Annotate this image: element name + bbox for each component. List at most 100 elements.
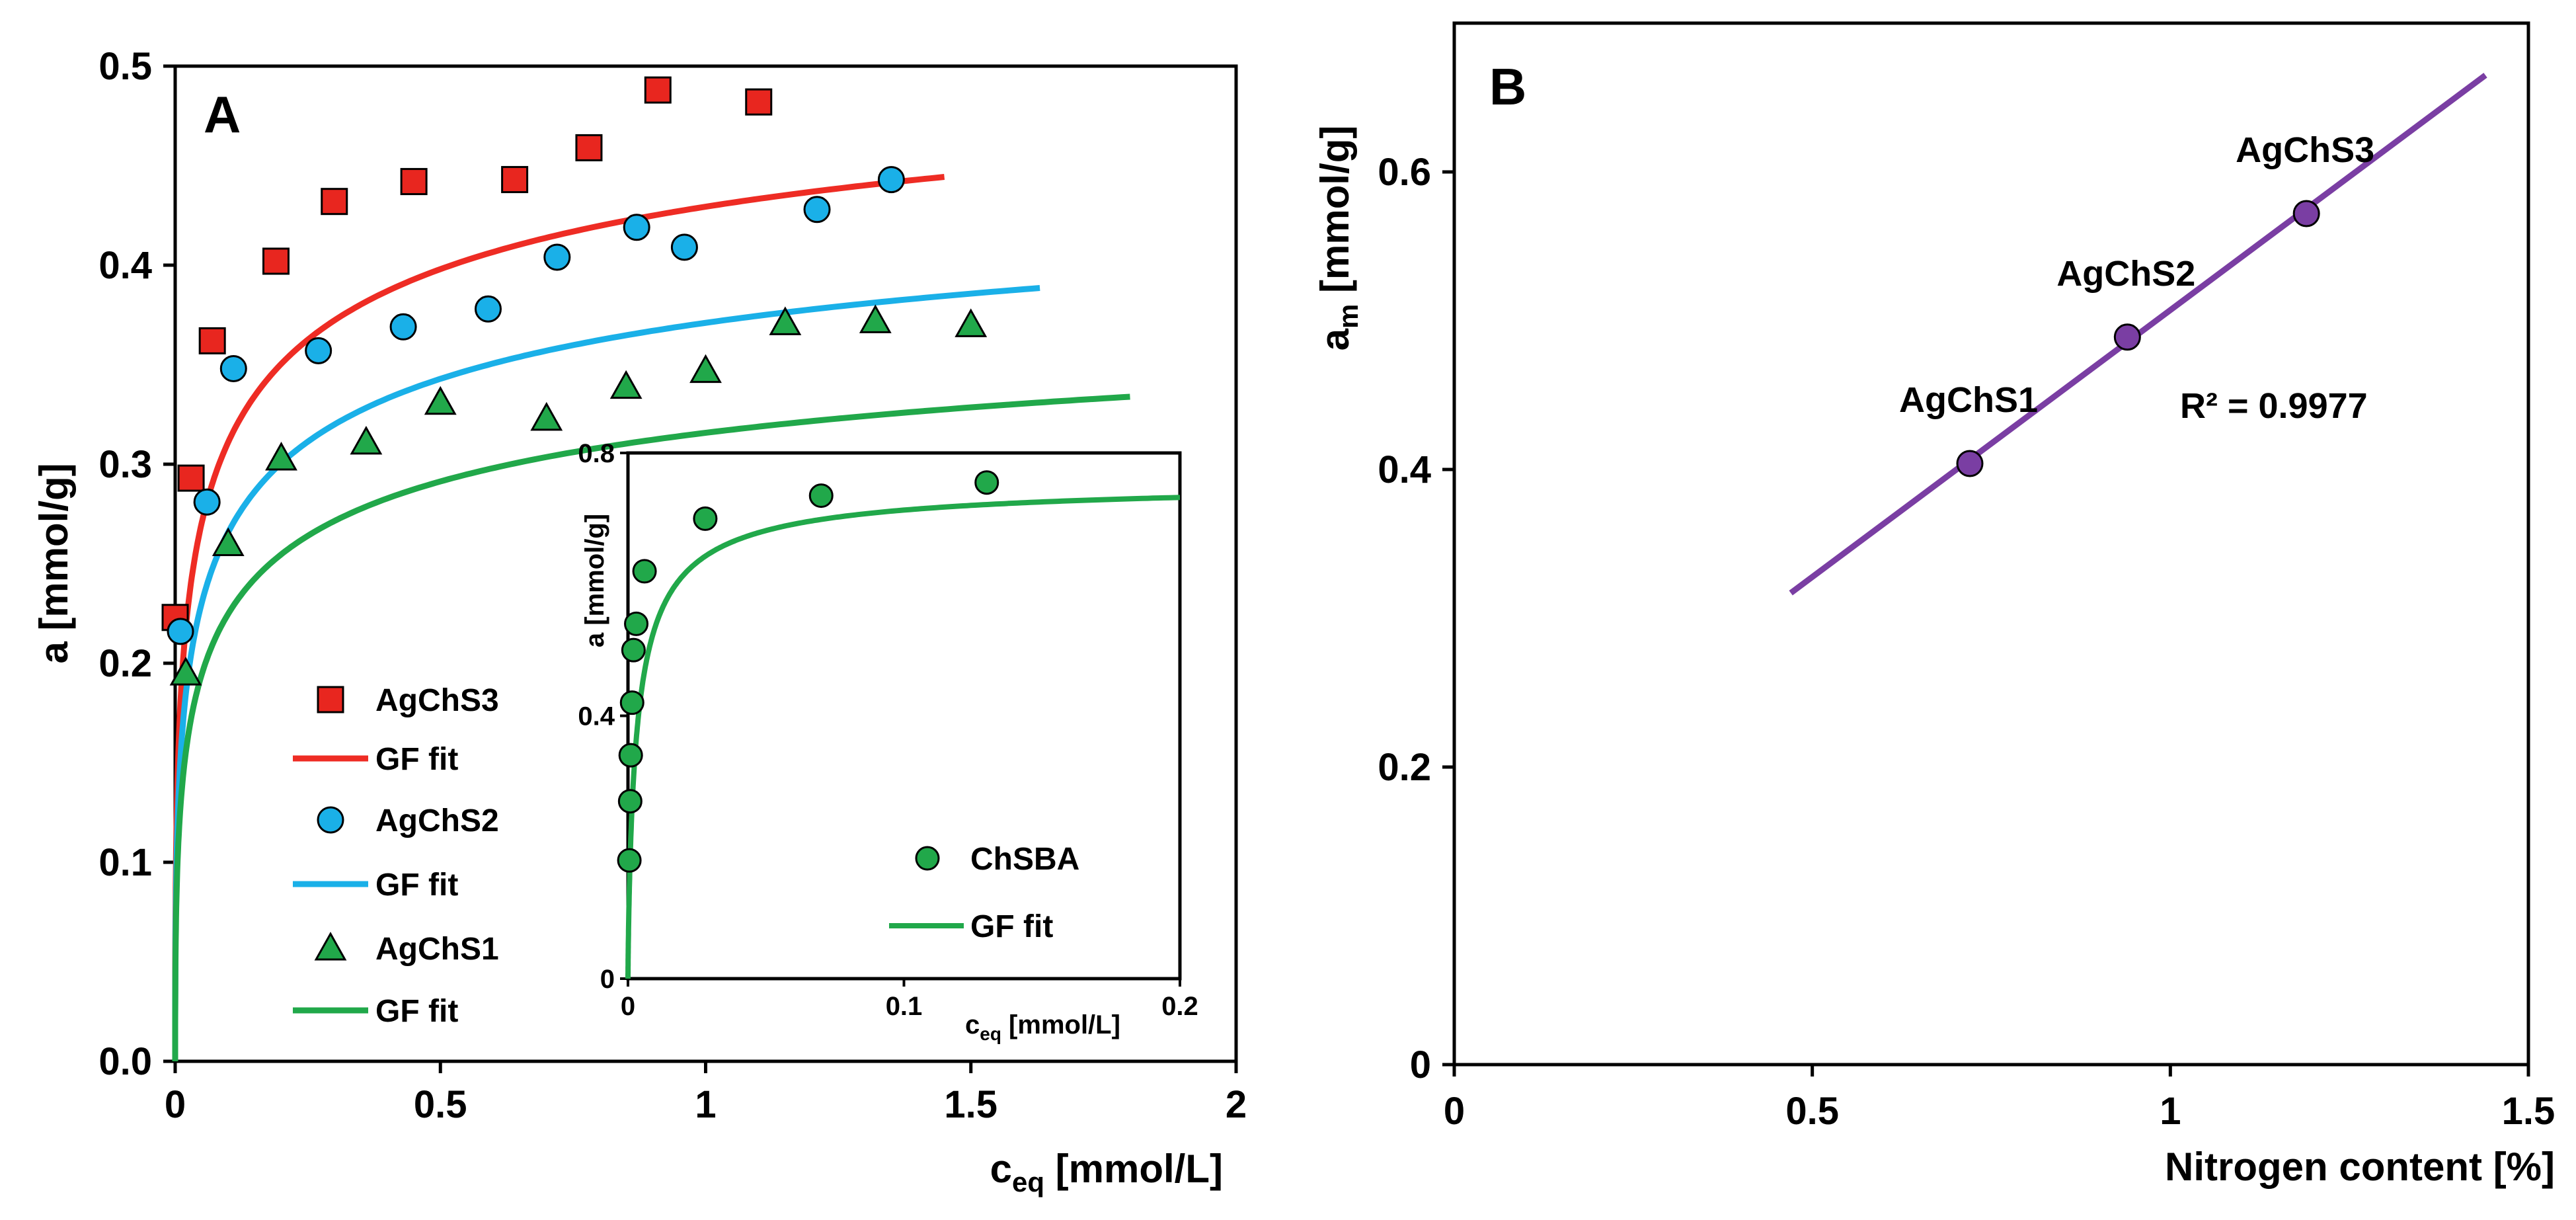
panel-a-x-axis: 0 0.5 1 1.5 2 [165, 1061, 1247, 1126]
x-tick-label: 1 [695, 1083, 716, 1126]
data-point-agchs3 [198, 327, 226, 354]
y-tick-label: 0.2 [98, 642, 152, 685]
data-point-agchs1 [955, 308, 988, 337]
data-point-agchs1 [530, 401, 563, 431]
y-tick-label: 0.2 [1378, 746, 1431, 789]
panel-a-legend: AgChS3 GF fit AgChS2 GF fit AgChS1 GF fit [293, 683, 499, 1029]
panel-b-x-axis: 0 0.5 1 1.5 [1444, 1065, 2555, 1133]
data-point-agchs3 [262, 247, 290, 275]
data-point-agchs1 [859, 304, 892, 333]
y-tick-label: 0.3 [98, 443, 152, 486]
data-point-agchs3 [575, 134, 603, 161]
data-point-agchs3 [644, 76, 672, 104]
data-point-agchs1 [424, 386, 457, 415]
x-tick-label: 0 [1444, 1090, 1465, 1133]
data-point-agchs2 [389, 313, 417, 341]
x-tick-label: 1 [2160, 1090, 2181, 1133]
inset-data-point-chsba [624, 611, 649, 636]
data-point-agchs2 [2113, 323, 2141, 351]
y-tick-label: 0.0 [98, 1040, 152, 1083]
inset-data-point-chsba [808, 483, 834, 508]
data-point-agchs3 [400, 168, 428, 196]
inset-data-point-chsba [619, 690, 644, 715]
inset-data-point-chsba [974, 470, 999, 495]
x-tick-label: 0.5 [414, 1083, 467, 1126]
panel-b-point-labels: AgChS1 AgChS2 AgChS3 [1899, 130, 2374, 420]
y-tick-label: 0.4 [1378, 448, 1431, 491]
legend-label-fit: GF fit [375, 994, 458, 1029]
legend-marker-agchs1 [314, 932, 347, 961]
y-tick-label: 0.5 [98, 45, 152, 88]
x-tick-label: 2 [1226, 1083, 1247, 1126]
point-label-agchs3: AgChS3 [2236, 130, 2374, 170]
data-point-agchs2 [193, 488, 221, 516]
inset-fit-curve [625, 495, 1181, 979]
fit-curve-agchs1 [172, 393, 1130, 1061]
inset-y-tick-label: 0 [600, 965, 615, 994]
data-point-agchs1 [212, 527, 245, 556]
inset-data-point-chsba [632, 559, 657, 584]
data-point-agchs2 [877, 166, 905, 194]
panel-b-r-squared: R² = 0.9977 [2180, 386, 2368, 426]
data-point-agchs1 [769, 306, 802, 335]
data-point-agchs3 [745, 88, 773, 116]
inset-x-tick-label: 0.2 [1161, 992, 1198, 1021]
panel-a-y-axis: 0.0 0.1 0.2 0.3 0.4 0.5 [98, 45, 175, 1083]
inset-chart: 00.40.8 0 0.1 0.2 a [mmol/g] ceq [mmol/L] … [578, 439, 1198, 1044]
panel-a-x-axis-label: ceq [mmol/L] [990, 1147, 1223, 1198]
data-point-agchs2 [670, 233, 698, 261]
data-point-agchs3 [501, 166, 529, 194]
x-tick-label: 1.5 [2502, 1090, 2556, 1133]
inset-data-points [617, 470, 999, 873]
legend-marker-agchs2 [317, 806, 344, 834]
data-point-agchs1 [169, 657, 202, 686]
inset-y-axis: 0 0.4 0.8 [578, 439, 628, 994]
y-tick-label: 0 [1410, 1043, 1431, 1086]
inset-data-point-chsba [617, 789, 643, 814]
inset-fit-curve-chsba [625, 495, 1181, 979]
panel-b-label: B [1489, 58, 1526, 116]
y-tick-label: 0.4 [98, 244, 152, 287]
inset-x-tick-label: 0.1 [886, 992, 923, 1021]
inset-x-tick-label: 0 [621, 992, 635, 1021]
legend-marker-agchs3 [317, 686, 344, 713]
data-point-agchs2 [474, 295, 502, 323]
panel-a-data-points [161, 76, 988, 686]
data-point-agchs2 [167, 618, 194, 645]
inset-plot-frame [626, 451, 1182, 981]
inset-y-axis-label: a [mmol/g] [580, 514, 609, 647]
data-point-agchs3 [177, 464, 205, 492]
legend-label-agchs2: AgChS2 [375, 803, 499, 838]
data-point-agchs1 [350, 425, 383, 455]
panel-b-x-axis-label: Nitrogen content [%] [2165, 1145, 2555, 1189]
x-tick-label: 1.5 [944, 1083, 997, 1126]
inset-y-tick-label: 0.4 [578, 702, 615, 731]
inset-y-tick-label: 0.8 [578, 439, 615, 468]
fit-curve-agchs2 [172, 285, 1040, 1061]
fit-curve-agchs3 [172, 174, 945, 1061]
legend-label-agchs3: AgChS3 [375, 683, 499, 718]
inset-x-axis: 0 0.1 0.2 [621, 979, 1198, 1021]
point-label-agchs2: AgChS2 [2056, 254, 2195, 294]
point-label-agchs1: AgChS1 [1899, 380, 2038, 420]
panel-a-y-axis-label: a [mmol/g] [32, 463, 76, 663]
data-point-agchs3 [2292, 200, 2320, 227]
data-point-agchs2 [219, 355, 247, 383]
inset-data-point-chsba [617, 848, 642, 873]
data-point-agchs2 [803, 196, 831, 224]
panel-a-fit-curves [172, 174, 1130, 1061]
panel-b-y-axis: 0 0.2 0.4 0.6 [1378, 151, 1454, 1086]
inset-legend-label-fit: GF fit [970, 909, 1053, 944]
data-point-agchs2 [623, 214, 650, 241]
y-tick-label: 0.1 [98, 841, 152, 884]
legend-label-fit: GF fit [375, 868, 458, 903]
data-point-agchs1 [689, 354, 722, 384]
inset-legend-marker-chsba [915, 846, 940, 871]
data-point-agchs3 [321, 188, 348, 216]
inset-x-axis-label: ceq [mmol/L] [965, 1010, 1120, 1044]
panel-b-chart: B 0 0.2 0.4 0.6 0 0.5 1 1.5 am [mmol/g] Nitrog… [1313, 21, 2555, 1189]
inset-data-point-chsba [693, 506, 718, 531]
legend-label-fit: GF fit [375, 742, 458, 777]
x-tick-label: 0 [165, 1083, 186, 1126]
